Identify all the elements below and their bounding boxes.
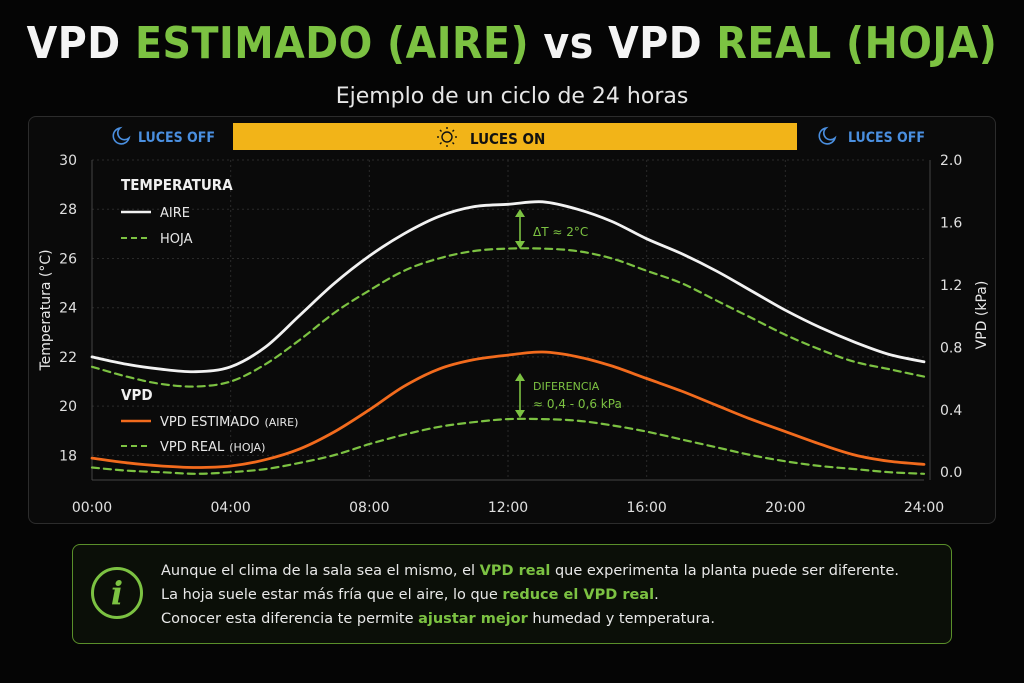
chart-grid	[92, 159, 924, 480]
y-left-tick-label: 24	[59, 301, 77, 317]
y-right-tick-label: 0.0	[940, 465, 962, 481]
moon-icon-right	[818, 126, 837, 145]
legend-vpd-estimado-label: VPD ESTIMADO (AIRE)	[160, 415, 298, 430]
title-part-estimado: ESTIMADO (AIRE)	[134, 18, 530, 69]
legend-aire-label: AIRE	[160, 206, 190, 221]
info-text: Aunque el clima de la sala sea el mismo,…	[161, 559, 899, 631]
lights-off-right-label: LUCES OFF	[848, 130, 925, 146]
info-box: i Aunque el clima de la sala sea el mism…	[72, 544, 952, 644]
y-right-tick-label: 0.4	[940, 403, 962, 419]
title-part-vpd-2: VPD	[608, 18, 717, 69]
x-tick-label: 24:00	[904, 500, 944, 516]
info-line-1-a: Aunque el clima de la sala sea el mismo,…	[161, 563, 480, 579]
legend-vpd-title: VPD	[121, 386, 153, 404]
y-axis-right-title: VPD (kPa)	[974, 281, 990, 350]
info-line-1: Aunque el clima de la sala sea el mismo,…	[161, 559, 899, 583]
diferencia-title: DIFERENCIA	[533, 380, 600, 393]
series-line-vpd-estimado-aire	[90, 350, 926, 469]
y-left-tick-label: 28	[59, 202, 77, 218]
legend-temperatura: TEMPERATURA AIRE HOJA	[121, 176, 233, 247]
light-bar: LUCES OFF LUCES ON LUCES OFF	[112, 123, 925, 150]
x-tick-label: 08:00	[349, 500, 389, 516]
chart-svg: LUCES OFF LUCES ON LUCES OFF 00:00 04:00 0…	[38, 123, 990, 516]
y-right-tick-label: 1.2	[940, 278, 962, 294]
info-line-2-highlight: reduce el VPD real	[502, 587, 655, 603]
y-right-tick-label: 2.0	[940, 153, 962, 169]
info-line-2: La hoja suele estar más fría que el aire…	[161, 583, 899, 607]
info-line-2-b: .	[654, 587, 659, 603]
chart-series	[90, 200, 926, 475]
series-line-hoja	[90, 247, 926, 388]
moon-icon	[112, 126, 131, 145]
x-tick-label: 20:00	[765, 500, 805, 516]
sun-icon	[437, 127, 457, 147]
title-part-vpd: VPD	[26, 18, 135, 69]
lights-on-label: LUCES ON	[470, 130, 545, 148]
lights-off-left-label: LUCES OFF	[138, 130, 215, 146]
y-right-tick-label: 0.8	[940, 340, 962, 356]
chart-axes: 00:00 04:00 08:00 12:00 16:00 20:00 24:00 18 20 2…	[59, 153, 962, 516]
chart-panel	[28, 116, 996, 524]
info-line-3-highlight: ajustar mejor	[418, 611, 528, 627]
y-axis-left-title: Temperatura (°C)	[38, 249, 54, 371]
x-tick-label: 12:00	[488, 500, 528, 516]
legend-vpd-estimado-small: (AIRE)	[264, 416, 298, 429]
title-part-vs: vs	[529, 18, 609, 69]
x-tick-label: 04:00	[210, 500, 250, 516]
info-line-2-a: La hoja suele estar más fría que el aire…	[161, 587, 503, 603]
x-tick-label: 00:00	[72, 500, 112, 516]
legend-vpd: VPD VPD ESTIMADO (AIRE) VPD REAL (HOJA)	[121, 386, 298, 455]
legend-vpd-real-label: VPD REAL (HOJA)	[160, 440, 265, 455]
diferencia-annotation	[515, 373, 525, 418]
info-line-1-highlight: VPD real	[479, 563, 551, 579]
y-left-tick-label: 22	[59, 350, 77, 366]
info-line-3-a: Conocer esta diferencia te permite	[161, 611, 419, 627]
page-title: VPD ESTIMADO (AIRE) vs VPD REAL (HOJA)	[0, 18, 1024, 69]
legend-vpd-real-text: VPD REAL	[160, 440, 225, 455]
info-line-3: Conocer esta diferencia te permite ajust…	[161, 607, 899, 631]
x-tick-label: 16:00	[626, 500, 666, 516]
info-line-1-b: que experimenta la planta puede ser dife…	[550, 563, 900, 579]
legend-hoja-label: HOJA	[160, 232, 193, 247]
delta-t-annotation	[515, 209, 525, 249]
info-line-3-b: humedad y temperatura.	[527, 611, 715, 627]
lights-on-bar	[233, 123, 797, 150]
title-part-real: REAL (HOJA)	[716, 18, 998, 69]
diferencia-value: ≈ 0,4 - 0,6 kPa	[533, 397, 622, 411]
series-line-aire	[90, 200, 926, 374]
y-left-tick-label: 26	[59, 251, 77, 267]
y-left-tick-label: 18	[59, 448, 77, 464]
y-left-tick-label: 20	[59, 399, 77, 415]
legend-temp-title: TEMPERATURA	[121, 176, 233, 194]
legend-vpd-estimado-text: VPD ESTIMADO	[160, 415, 259, 430]
y-left-tick-label: 30	[59, 153, 77, 169]
delta-t-label: ΔT ≈ 2°C	[533, 225, 588, 239]
series-line-vpd-real-hoja	[90, 417, 926, 475]
legend-vpd-real-small: (HOJA)	[229, 441, 265, 454]
y-right-tick-label: 1.6	[940, 215, 962, 231]
info-icon: i	[91, 567, 143, 619]
page-subtitle: Ejemplo de un ciclo de 24 horas	[335, 84, 689, 109]
